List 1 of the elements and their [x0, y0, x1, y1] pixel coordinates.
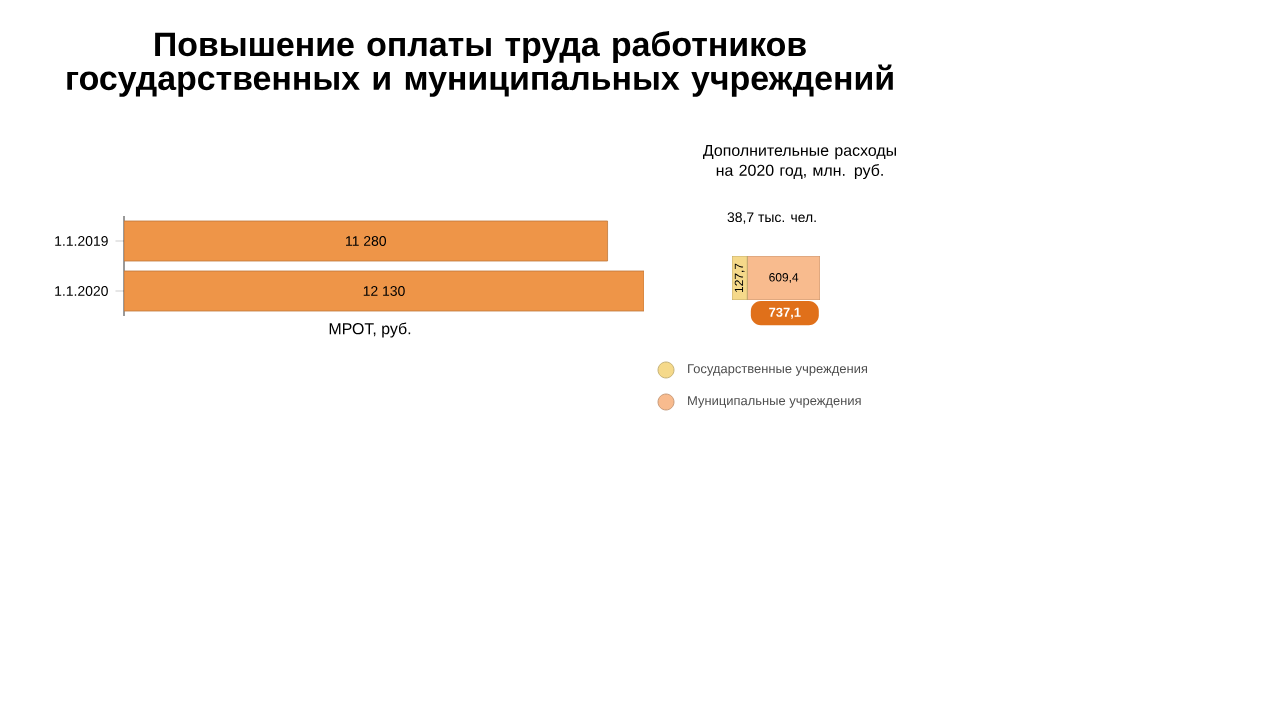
chart-title: Повышение оплаты труда работников государственных и муниципальных учреждений: [67, 31, 893, 97]
